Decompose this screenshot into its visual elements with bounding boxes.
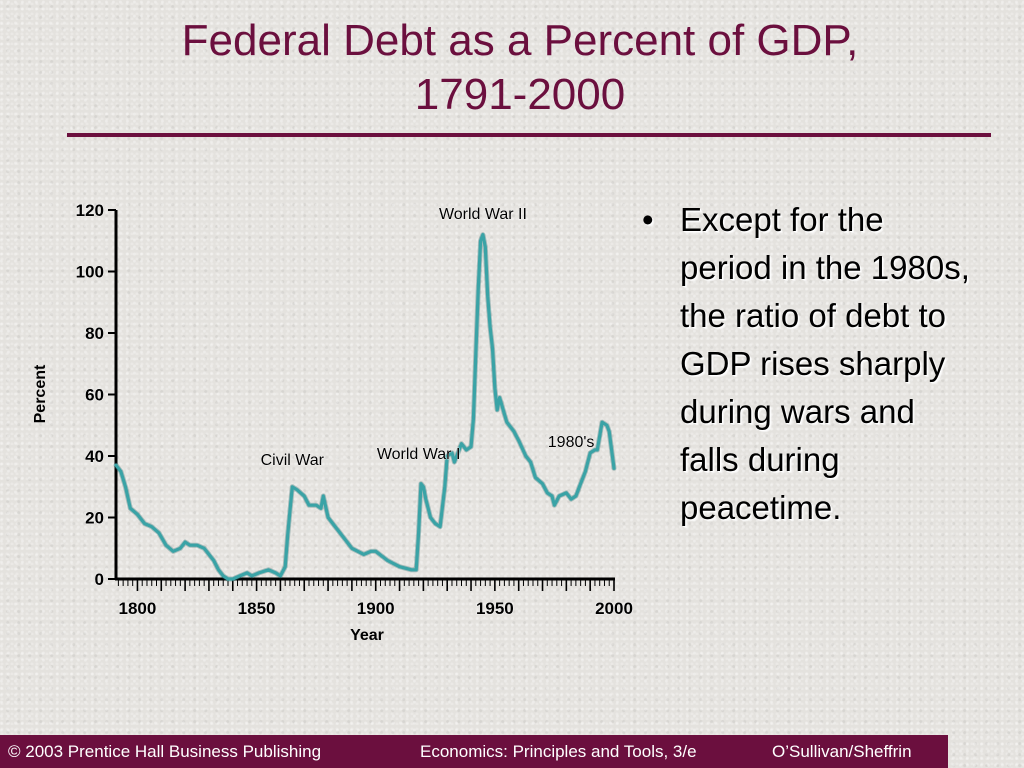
x-tick-label: 2000 [595,599,633,618]
x-axis-title: Year [350,627,384,644]
chart-annotation: World War I [377,446,461,463]
debt-series-line [114,233,616,581]
title-divider [67,133,991,137]
footer-book-title: Economics: Principles and Tools, 3/e [420,742,697,761]
bullet-marker: • [642,201,654,238]
y-tick-label: 20 [85,509,104,528]
y-tick-label: 0 [95,570,104,589]
bullet-point: • Except for the period in the 1980s, th… [642,196,982,532]
title-line-1: Federal Debt as a Percent of GDP, [181,16,859,65]
y-tick-label: 120 [76,201,104,220]
y-tick-label: 100 [76,263,104,282]
y-tick-label: 40 [85,447,104,466]
y-axis-title: Percent [32,364,49,423]
y-tick-label: 80 [85,324,104,343]
y-tick-label: 60 [85,386,104,405]
footer-authors: O’Sullivan/Sheffrin [772,742,912,761]
series-line-shadow [113,232,617,582]
debt-gdp-line-chart: 0 20 40 60 80 100 120 1800 1850 1900 1950 2000 Year P… [32,201,633,644]
chart-annotation: Civil War [261,452,325,469]
footer-copyright: © 2003 Prentice Hall Business Publishing [8,742,322,761]
x-tick-label: 1950 [476,599,514,618]
chart-annotation: 1980's [548,434,595,451]
x-tick-label: 1800 [119,599,157,618]
title-line-2: 1791-2000 [414,70,626,119]
slide-title: Federal Debt as a Percent of GDP, 1791-2… [60,14,980,122]
x-tick-label: 1850 [238,599,276,618]
chart-annotation: World War II [439,206,527,223]
bullet-text: Except for the period in the 1980s, the … [680,201,970,526]
x-tick-label: 1900 [357,599,395,618]
footer-bar: © 2003 Prentice Hall Business Publishing… [0,735,948,768]
